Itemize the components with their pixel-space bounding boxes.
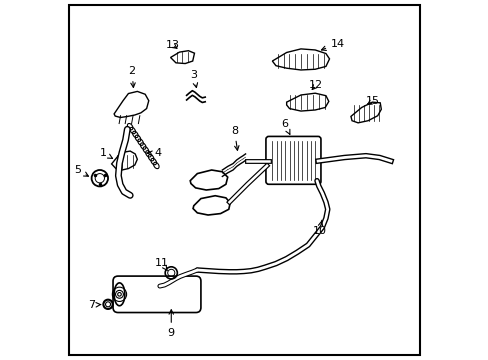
Text: 8: 8: [230, 126, 239, 150]
Text: 9: 9: [167, 310, 175, 338]
Text: 3: 3: [189, 69, 197, 87]
Text: 7: 7: [88, 300, 101, 310]
Text: 10: 10: [312, 220, 326, 236]
Text: 5: 5: [74, 165, 88, 176]
Text: 6: 6: [281, 118, 289, 134]
Text: 12: 12: [308, 80, 323, 90]
Text: 11: 11: [154, 258, 168, 271]
Text: 2: 2: [128, 66, 135, 87]
Text: 4: 4: [147, 148, 162, 158]
Text: 1: 1: [100, 148, 112, 158]
Text: 14: 14: [321, 39, 345, 50]
Text: 15: 15: [365, 96, 379, 107]
Text: 13: 13: [165, 40, 179, 50]
